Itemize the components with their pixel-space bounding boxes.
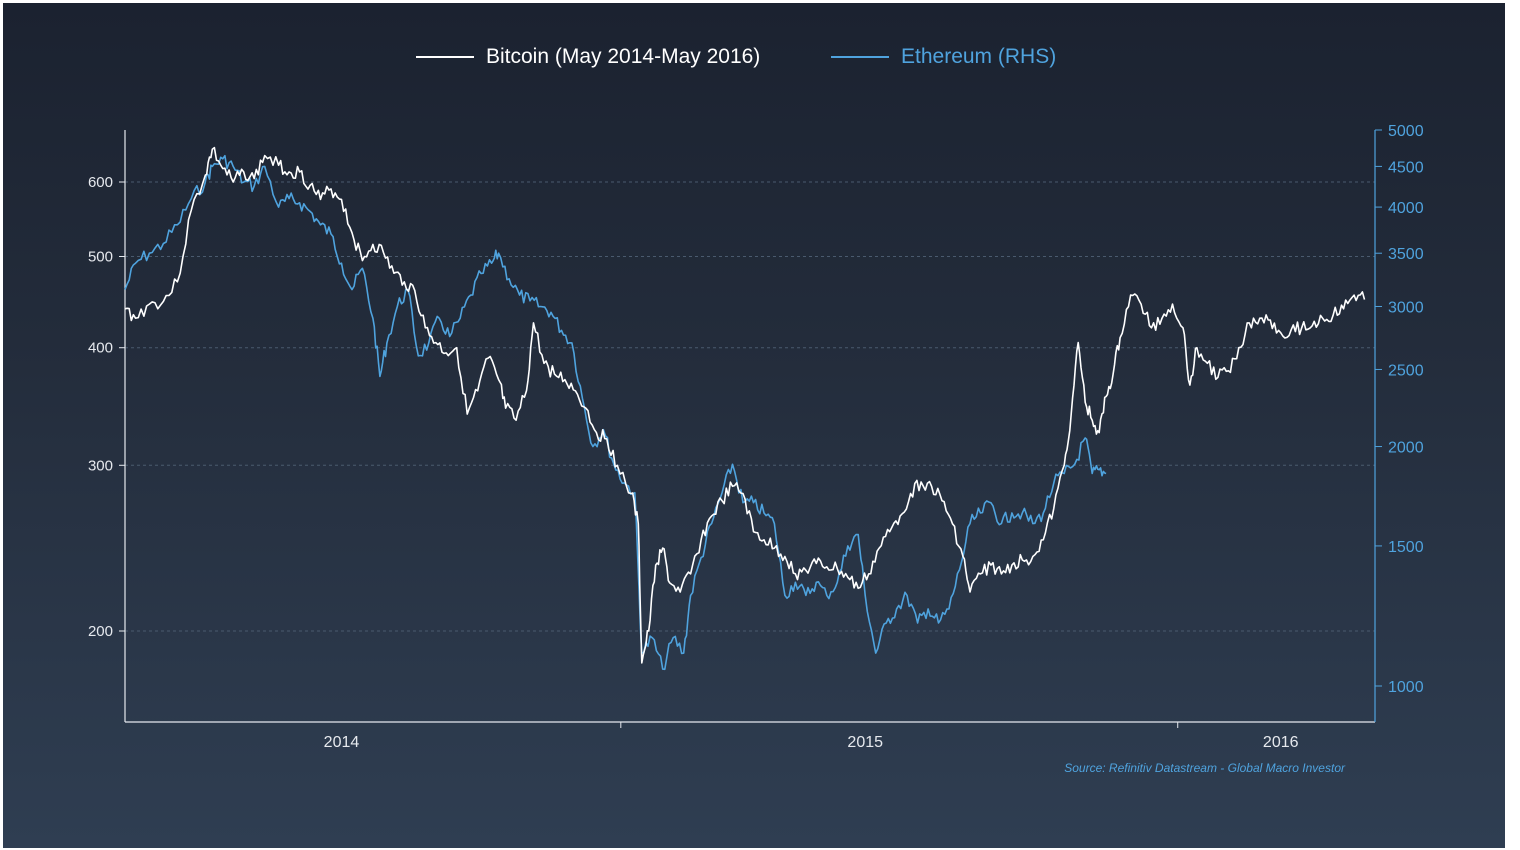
y-left-tick-label-200: 200 (88, 623, 113, 640)
chart-canvas: 200 300 400 500 600 1000 1500 2000 2500 3000 3500 4… (88, 123, 1424, 751)
series-line-bitcoin (124, 146, 1366, 664)
y-left-tick-label-600: 600 (88, 174, 113, 191)
legend-item-bitcoin: Bitcoin (May 2014-May 2016) (416, 43, 760, 71)
x-tick-label-2014: 2014 (324, 734, 360, 751)
legend-swatch-bitcoin (416, 56, 474, 58)
legend-label-ethereum: Ethereum (RHS) (901, 45, 1057, 68)
y-right-tick-label-5000: 5000 (1388, 123, 1424, 140)
y-right-tick-label-4000: 4000 (1388, 200, 1424, 217)
y-right-tick-label-2000: 2000 (1388, 440, 1424, 457)
y-right-tick-label-3000: 3000 (1388, 299, 1424, 316)
y-right-tick-label-4500: 4500 (1388, 159, 1424, 176)
y-left-tick-label-400: 400 (88, 340, 113, 357)
y-right-tick-label-1500: 1500 (1388, 539, 1424, 556)
y-left-tick-label-500: 500 (88, 249, 113, 266)
series-line-ethereum (124, 154, 1107, 671)
y-left-tick-label-300: 300 (88, 457, 113, 474)
legend-swatch-ethereum (831, 56, 889, 58)
x-tick-label-2016: 2016 (1263, 734, 1299, 751)
chart-panel: 200 300 400 500 600 1000 1500 2000 2500 3000 3500 4… (3, 3, 1505, 848)
x-tick-label-2015: 2015 (847, 734, 883, 751)
legend-label-bitcoin: Bitcoin (May 2014-May 2016) (486, 45, 761, 68)
y-right-tick-label-2500: 2500 (1388, 362, 1424, 379)
legend-item-ethereum: Ethereum (RHS) (831, 43, 1056, 71)
source-note: Source: Refinitiv Datastream - Global Ma… (1064, 761, 1345, 775)
y-right-tick-label-3500: 3500 (1388, 246, 1424, 263)
y-right-tick-label-1000: 1000 (1388, 679, 1424, 696)
